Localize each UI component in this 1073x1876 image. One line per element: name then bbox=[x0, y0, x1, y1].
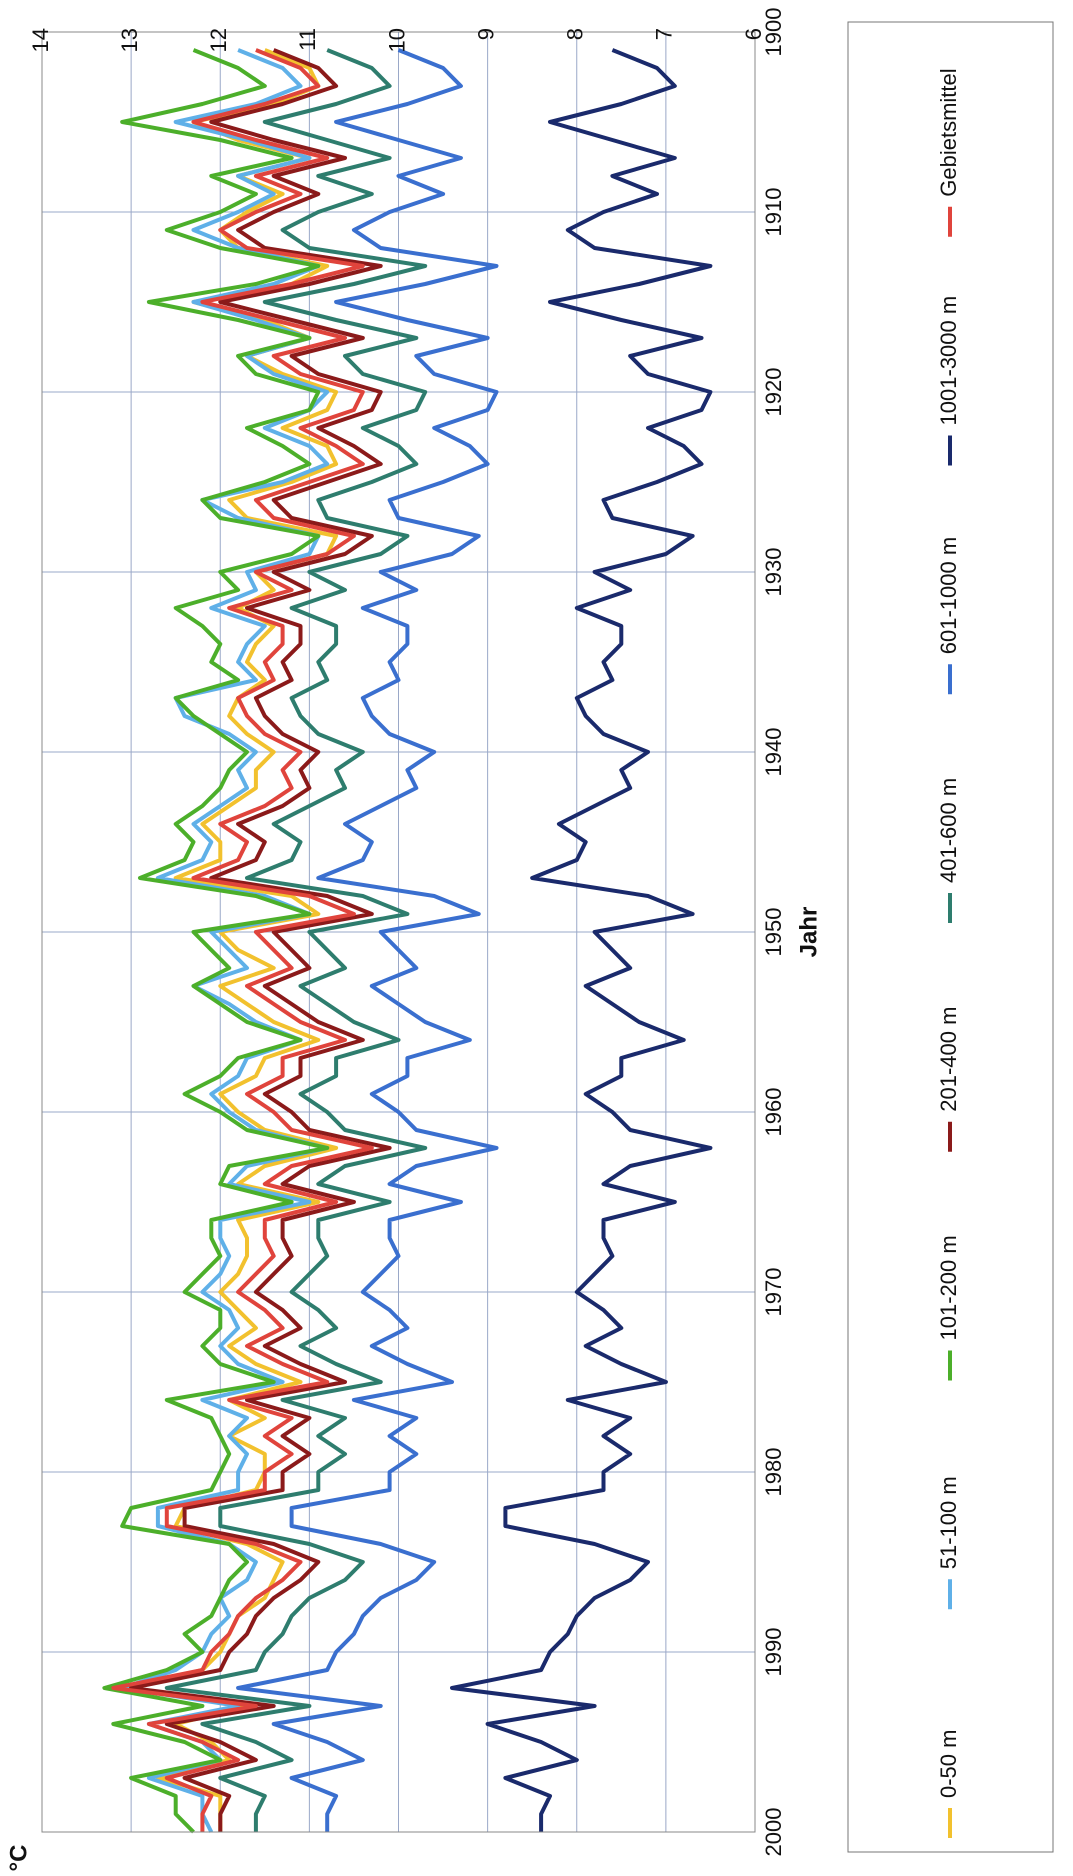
x-tick-label: 1960 bbox=[761, 1088, 786, 1137]
x-tick-label: 1970 bbox=[761, 1268, 786, 1317]
legend-label: 0-50 m bbox=[936, 1730, 961, 1798]
y-tick-label: 10 bbox=[384, 28, 409, 52]
x-tick-label: 1920 bbox=[761, 368, 786, 417]
y-axis-title: °C bbox=[5, 1845, 32, 1872]
legend-box bbox=[847, 21, 1054, 1853]
y-tick-label: 7 bbox=[652, 28, 677, 40]
x-tick-label: 2000 bbox=[761, 1808, 786, 1857]
x-tick-labels: 1900 1910 1920 1930 1940 1950 1960 1970 1980 1990… bbox=[761, 8, 786, 1857]
legend-label: 101-200 m bbox=[936, 1235, 961, 1340]
series-line-6 bbox=[450, 48, 713, 1832]
x-tick-label: 1910 bbox=[761, 188, 786, 237]
legend-label: 201-400 m bbox=[936, 1007, 961, 1112]
x-tick-label: 1980 bbox=[761, 1448, 786, 1497]
plot-frame bbox=[41, 31, 756, 1833]
legend-label: Gebietsmittel bbox=[936, 68, 961, 196]
legend-label: 401-600 m bbox=[936, 778, 961, 883]
series-lines bbox=[102, 48, 713, 1834]
x-tick-label: 1990 bbox=[761, 1628, 786, 1677]
legend-label: 1001-3000 m bbox=[936, 296, 961, 426]
legend-label: 601-1000 m bbox=[936, 537, 961, 654]
x-tick-label: 1940 bbox=[761, 728, 786, 777]
x-tick-label: 1950 bbox=[761, 908, 786, 957]
y-tick-label: 14 bbox=[28, 28, 53, 52]
y-tick-label: 9 bbox=[473, 28, 498, 40]
y-tick-label: 8 bbox=[563, 28, 588, 40]
series-line-4 bbox=[164, 48, 428, 1832]
x-axis-title: Jahr bbox=[795, 907, 822, 958]
x-tick-label: 1900 bbox=[761, 8, 786, 57]
y-tick-labels: 6 7 8 9 10 11 12 13 14 bbox=[28, 28, 766, 52]
y-tick-label: 13 bbox=[117, 28, 142, 52]
series-line-7 bbox=[111, 48, 374, 1832]
series-line-3 bbox=[129, 48, 392, 1832]
y-tick-label: 12 bbox=[206, 28, 231, 52]
series-line-5 bbox=[236, 48, 499, 1832]
legend-label: 51-100 m bbox=[936, 1476, 961, 1569]
y-tick-label: 6 bbox=[741, 28, 766, 40]
legend: 0-50 m 51-100 m 101-200 m 201-400 m 401-600 … bbox=[847, 21, 1054, 1853]
x-tick-label: 1930 bbox=[761, 548, 786, 597]
series-line-2 bbox=[102, 48, 330, 1834]
y-tick-label: 11 bbox=[295, 28, 320, 51]
